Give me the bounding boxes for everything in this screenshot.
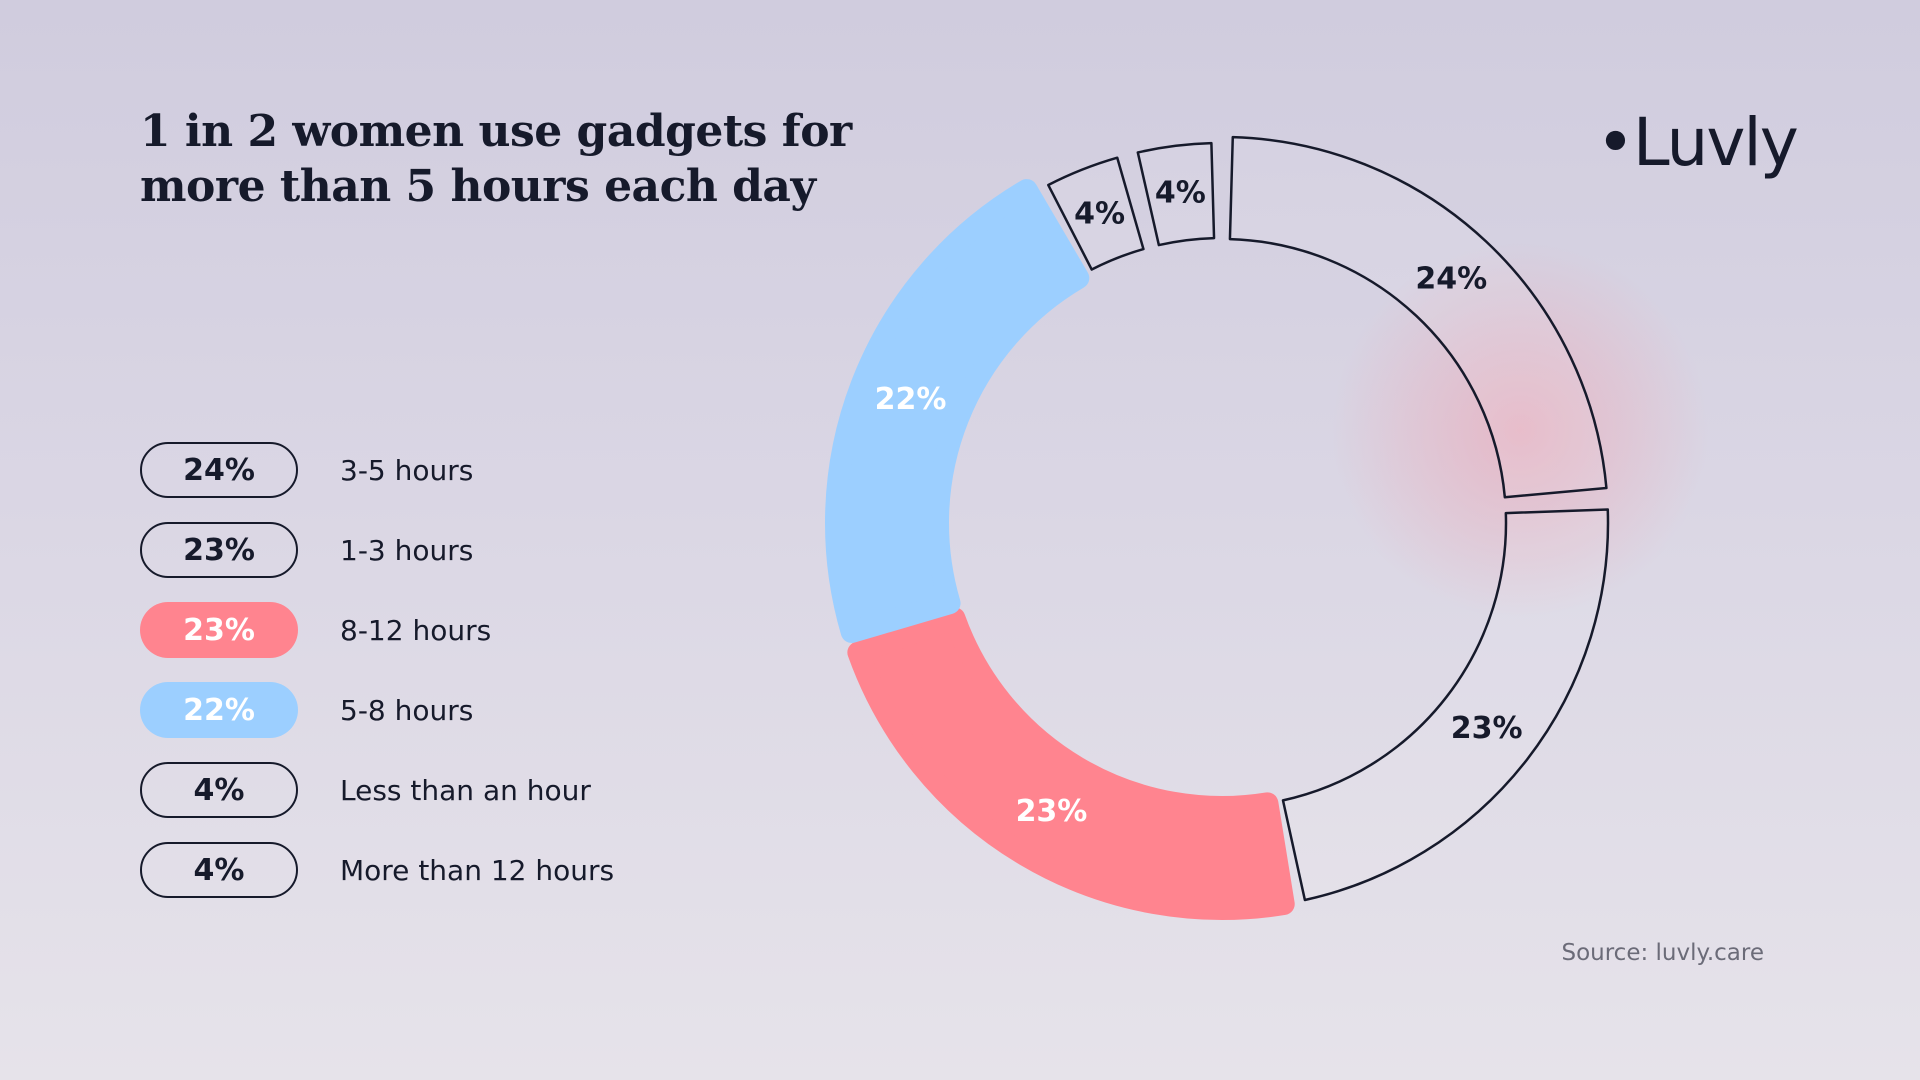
slice-label: 23% <box>1016 794 1088 829</box>
chart-title: 1 in 2 women use gadgets for more than 5… <box>140 106 852 212</box>
legend-value-pill: 23% <box>140 602 298 658</box>
legend-label: 5-8 hours <box>340 693 474 727</box>
legend-item: 23% 1-3 hours <box>140 510 614 590</box>
donut-slice <box>825 179 1090 643</box>
legend-value-pill: 22% <box>140 682 298 738</box>
donut-slice <box>1228 135 1608 499</box>
legend-item: 4% Less than an hour <box>140 750 614 830</box>
slice-label: 22% <box>875 382 947 417</box>
slice-label: 24% <box>1415 261 1487 296</box>
legend-label: 1-3 hours <box>340 533 474 567</box>
legend-value-pill: 23% <box>140 522 298 578</box>
legend-item: 22% 5-8 hours <box>140 670 614 750</box>
legend-item: 24% 3-5 hours <box>140 430 614 510</box>
donut-slice <box>847 607 1295 920</box>
slice-label: 4% <box>1074 196 1125 231</box>
legend-item: 4% More than 12 hours <box>140 830 614 910</box>
legend-label: 8-12 hours <box>340 613 492 647</box>
slice-label: 23% <box>1451 711 1523 746</box>
legend-label: 3-5 hours <box>340 453 474 487</box>
donut-slice <box>1136 141 1216 247</box>
legend-value-pill: 4% <box>140 762 298 818</box>
source-note: Source: luvly.care <box>1561 940 1764 966</box>
luvly-logo: •Luvly <box>1596 104 1799 181</box>
legend-value-pill: 24% <box>140 442 298 498</box>
legend-label: More than 12 hours <box>340 853 615 887</box>
slice-label: 4% <box>1155 176 1206 211</box>
legend: 24% 3-5 hours 23% 1-3 hours 23% 8-12 hou… <box>140 430 614 910</box>
donut-slice <box>1281 508 1610 902</box>
donut-slice <box>1047 156 1145 271</box>
legend-label: Less than an hour <box>340 773 591 807</box>
background-glow <box>1330 240 1710 620</box>
legend-value-pill: 4% <box>140 842 298 898</box>
legend-item: 23% 8-12 hours <box>140 590 614 670</box>
